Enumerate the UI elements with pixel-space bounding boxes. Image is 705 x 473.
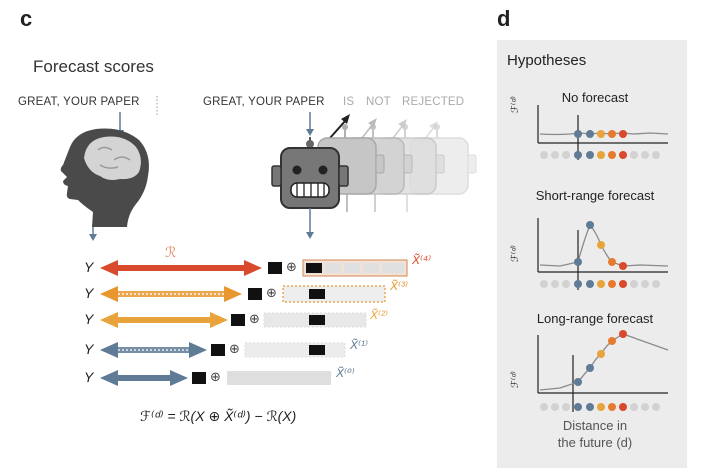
forecast-scores-title: Forecast scores xyxy=(33,57,154,76)
future-word-1: IS xyxy=(343,96,355,108)
forecast-score-formula: ℱ⁽ᵈ⁾ = ℛ(X ⊕ X̃⁽ᵈ⁾) − ℛ(X) xyxy=(140,408,297,424)
long-range-forecast-plot xyxy=(537,330,669,412)
human-prompt-text: GREAT, YOUR PAPER xyxy=(18,96,140,108)
no-forecast-plot xyxy=(537,105,669,160)
row-0-arrow xyxy=(100,370,188,386)
row-4-y-label: Y xyxy=(84,259,94,275)
row-4-x-label: X̃⁽⁴⁾ xyxy=(412,253,432,267)
row-0-prompt-block xyxy=(192,372,206,384)
robot-output-arrow xyxy=(306,208,314,239)
hypotheses-panel xyxy=(497,40,687,468)
row-0-y-label: Y xyxy=(84,369,94,385)
row-3-prompt-block xyxy=(248,288,262,300)
distance-label-line2: the future (d) xyxy=(557,435,633,450)
row-4-prompt-block xyxy=(268,262,282,274)
distance-label-line1: Distance in xyxy=(562,418,628,433)
row-4-continuation xyxy=(302,259,408,277)
row-2-x-label: X̃⁽²⁾ xyxy=(370,308,388,322)
short-range-y-axis-label: ℱ⁽ᵈ⁾ xyxy=(510,245,521,262)
future-word-2: NOT xyxy=(366,96,391,108)
response-symbol: ℛ xyxy=(165,244,177,260)
row-3-continuation xyxy=(282,285,386,303)
row-1-x-label: X̃⁽¹⁾ xyxy=(350,338,368,352)
row-1-arrow xyxy=(100,342,207,358)
no-forecast-y-axis-label: ℱ⁽ᵈ⁾ xyxy=(510,96,521,113)
long-range-y-axis-label: ℱ⁽ᵈ⁾ xyxy=(510,371,521,388)
row-2-continuation xyxy=(263,312,367,328)
row-1-continuation xyxy=(244,342,346,358)
future-arrow-1 xyxy=(329,114,350,139)
model-prompt-text: GREAT, YOUR PAPER xyxy=(203,96,325,108)
row-3-oplus: ⊕ xyxy=(266,285,277,300)
human-head-icon xyxy=(60,128,149,227)
row-1-oplus: ⊕ xyxy=(229,341,240,356)
short-range-title: Short-range forecast xyxy=(535,188,655,203)
long-range-title: Long-range forecast xyxy=(536,311,654,326)
row-0-oplus: ⊕ xyxy=(210,369,221,384)
row-4-arrow xyxy=(100,260,262,276)
row-0-x-label: X̃⁽⁰⁾ xyxy=(336,366,355,380)
future-word-3: REJECTED xyxy=(402,96,465,108)
short-range-forecast-plot xyxy=(537,218,669,290)
row-1-prompt-block xyxy=(211,344,225,356)
row-1-y-label: Y xyxy=(84,341,94,357)
row-3-x-label: X̃⁽³⁾ xyxy=(390,279,408,293)
panel-c-letter: c xyxy=(20,6,33,31)
human-output-arrow xyxy=(89,227,97,241)
row-2-prompt-block xyxy=(231,314,245,326)
row-2-arrow xyxy=(100,312,228,328)
row-3-arrow xyxy=(100,286,242,302)
row-4-oplus: ⊕ xyxy=(286,259,297,274)
row-2-oplus: ⊕ xyxy=(249,311,260,326)
row-2-y-label: Y xyxy=(84,311,94,327)
model-input-arrow xyxy=(306,112,314,136)
panel-d-letter: d xyxy=(497,6,511,31)
hypotheses-title: Hypotheses xyxy=(507,52,587,69)
no-forecast-title: No forecast xyxy=(561,90,629,105)
row-3-y-label: Y xyxy=(84,285,94,301)
row-0-continuation xyxy=(227,371,331,385)
